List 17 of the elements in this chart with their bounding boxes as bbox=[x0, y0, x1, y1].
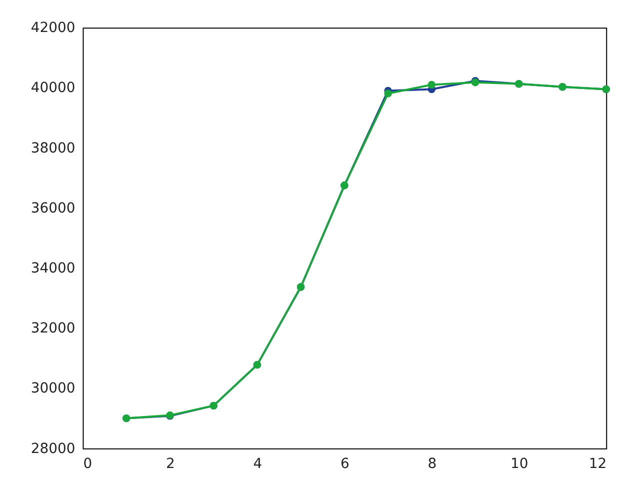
y-tick-label: 30000 bbox=[30, 380, 76, 397]
y-tick-label: 34000 bbox=[30, 260, 76, 277]
x-tick-label: 0 bbox=[83, 456, 92, 472]
x-tick-label: 4 bbox=[253, 456, 262, 472]
y-tick-label: 32000 bbox=[30, 320, 76, 337]
y-tick-label: 40000 bbox=[30, 80, 76, 96]
point bbox=[384, 90, 392, 98]
x-tick-label: 6 bbox=[340, 456, 350, 472]
y-tick-label: 36000 bbox=[30, 200, 76, 216]
point bbox=[428, 80, 436, 89]
y-tick-label: 28000 bbox=[30, 440, 76, 457]
x-tick-label: 12 bbox=[588, 456, 607, 472]
y-tick-label: 42000 bbox=[30, 20, 76, 36]
x-tick-label: 8 bbox=[428, 456, 437, 472]
x-tick-label: 10 bbox=[510, 456, 528, 472]
y-tick-label: 38000 bbox=[30, 140, 76, 156]
x-tick-label: 2 bbox=[166, 456, 175, 472]
